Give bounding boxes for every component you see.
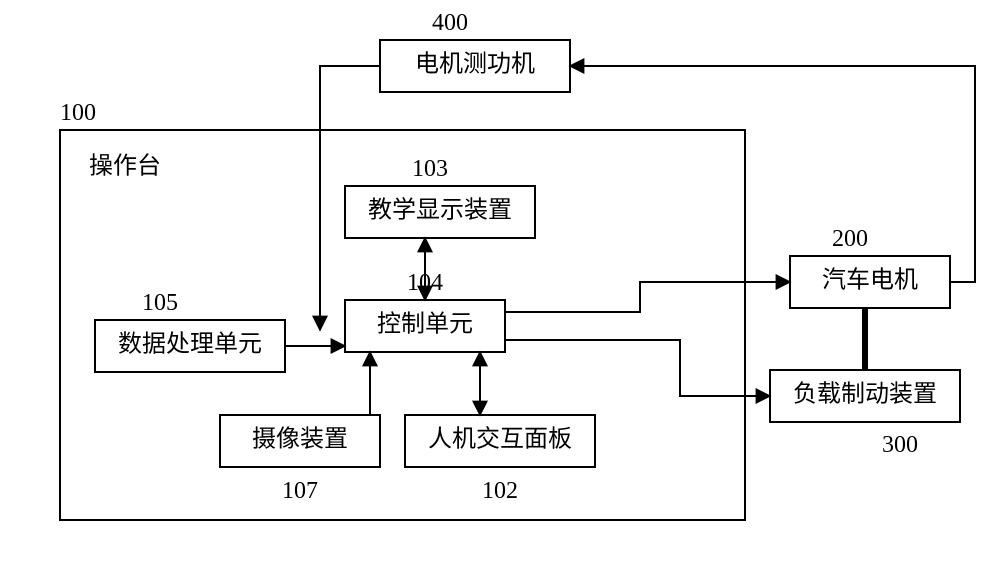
node-400-dynamometer: 电机测功机	[380, 40, 570, 92]
num-102: 102	[482, 478, 518, 504]
diagram-canvas: 操作台 电机测功机 教学显示装置 控制单元 数据处理单元 摄像装置 人机交互面板…	[0, 0, 1000, 566]
node-105-label: 数据处理单元	[118, 331, 262, 358]
num-300: 300	[882, 432, 918, 458]
node-104-control: 控制单元	[345, 300, 505, 352]
num-200: 200	[832, 226, 868, 252]
node-105-dataproc: 数据处理单元	[95, 320, 285, 372]
node-107-label: 摄像装置	[252, 426, 348, 453]
num-100: 100	[60, 100, 96, 126]
node-104-label: 控制单元	[377, 311, 473, 338]
node-200-label: 汽车电机	[822, 267, 918, 294]
num-107: 107	[282, 478, 318, 504]
node-103-label: 教学显示装置	[368, 197, 512, 224]
node-200-motor: 汽车电机	[790, 256, 950, 308]
node-102-label: 人机交互面板	[428, 426, 572, 453]
node-103-display: 教学显示装置	[345, 186, 535, 238]
node-300-brake: 负载制动装置	[770, 370, 960, 422]
num-103: 103	[412, 156, 448, 182]
num-105: 105	[142, 290, 178, 316]
num-400: 400	[432, 10, 468, 36]
node-300-label: 负载制动装置	[793, 381, 937, 408]
node-102-hmi: 人机交互面板	[405, 415, 595, 467]
node-107-camera: 摄像装置	[220, 415, 380, 467]
node-100-label: 操作台	[89, 153, 161, 180]
node-400-label: 电机测功机	[415, 51, 535, 78]
